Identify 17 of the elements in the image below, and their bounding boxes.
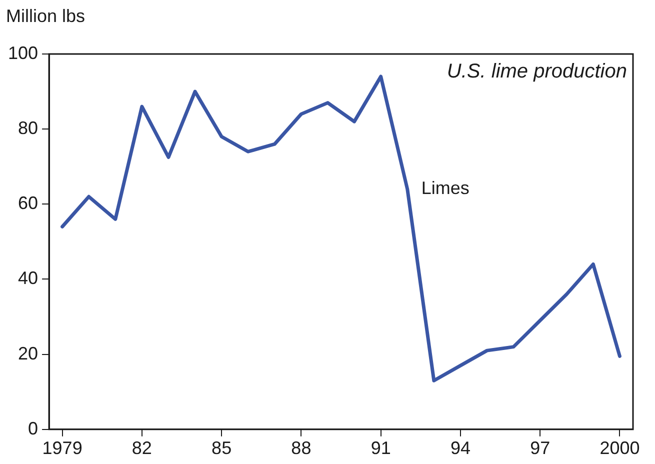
x-tick-label: 85 [212, 438, 232, 458]
y-axis-title: Million lbs [6, 6, 86, 27]
x-tick-label: 91 [370, 438, 391, 458]
x-tick-label: 2000 [600, 438, 640, 458]
series-label: Limes [421, 178, 470, 198]
x-tick-label: 97 [530, 438, 550, 458]
x-tick-label: 82 [132, 438, 152, 458]
y-tick-label: 80 [18, 118, 38, 138]
x-tick-label: 1979 [42, 438, 82, 458]
y-tick-label: 40 [18, 268, 38, 288]
annotation: U.S. lime production [446, 60, 627, 83]
y-tick-label: 60 [18, 193, 38, 214]
x-tick-label: 88 [291, 438, 312, 458]
x-tick-label: 94 [450, 438, 470, 458]
y-tick-label: 0 [28, 418, 38, 438]
y-tick-label: 100 [8, 42, 38, 63]
y-tick-label: 20 [18, 343, 38, 364]
